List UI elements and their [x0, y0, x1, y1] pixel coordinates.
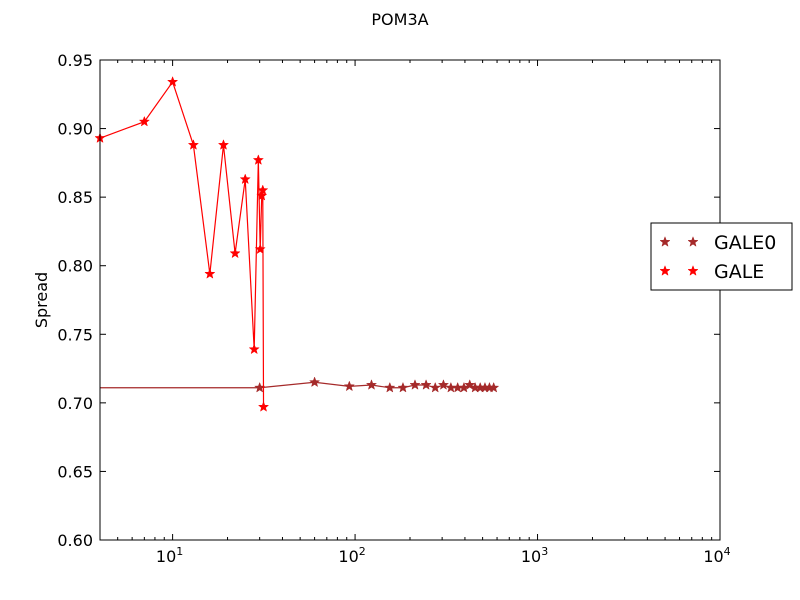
data-point: [420, 379, 432, 390]
y-tick-label: 0.65: [57, 462, 93, 481]
y-tick-label: 0.75: [57, 325, 93, 344]
data-point: [365, 379, 378, 390]
x-tick-label: 103: [521, 545, 548, 566]
data-point: [204, 268, 216, 279]
y-tick-label: 0.80: [57, 257, 93, 276]
plot-frame: [99, 59, 721, 541]
x-tick-label: 104: [703, 545, 730, 566]
data-point: [488, 381, 500, 393]
y-tick-label: 0.85: [57, 188, 93, 207]
x-tick-label: 101: [156, 545, 183, 566]
data-point: [409, 379, 421, 390]
data-point: [308, 376, 321, 388]
data-point: [464, 379, 476, 390]
x-tick-label: 102: [338, 545, 365, 566]
legend-marker: [659, 265, 671, 276]
series-gale0: [100, 376, 500, 393]
data-point: [397, 381, 409, 393]
y-tick-label: 0.60: [57, 531, 93, 550]
data-point: [239, 173, 251, 185]
data-point: [254, 243, 266, 255]
legend-box: [650, 222, 793, 291]
ticks-layer: 0.60 0.65 0.70 0.75 0.80 0.85 0.90 0.95 101 102 10…: [57, 51, 730, 566]
legend: GALE0 GALE: [650, 222, 793, 291]
data-point: [166, 76, 179, 87]
data-point: [138, 115, 150, 127]
data-point: [187, 139, 200, 150]
data-point: [437, 379, 450, 390]
legend-item-gale: GALE: [659, 261, 764, 283]
y-tick-label: 0.95: [57, 51, 93, 70]
series-layer: [94, 76, 500, 412]
legend-marker: [687, 236, 699, 247]
plot-area: [100, 60, 720, 540]
y-tick-label: 0.90: [57, 120, 93, 139]
y-axis-label: Spread: [32, 272, 51, 328]
data-point: [343, 380, 355, 392]
data-point: [248, 343, 260, 355]
legend-label: GALE0: [714, 232, 776, 254]
data-point: [252, 154, 264, 165]
series-line: [99, 80, 265, 407]
legend-marker: [659, 236, 671, 247]
legend-item-gale0: GALE0: [659, 232, 776, 254]
data-point: [257, 401, 270, 412]
legend-label: GALE: [714, 261, 764, 283]
data-point: [384, 381, 396, 393]
data-point: [257, 184, 269, 196]
legend-marker: [687, 265, 699, 276]
data-point: [429, 381, 441, 393]
y-tick-label: 0.70: [57, 394, 93, 413]
data-point: [217, 139, 230, 150]
chart-title: POM3A: [371, 10, 428, 29]
data-point: [229, 247, 241, 259]
series-gale: [94, 76, 270, 412]
